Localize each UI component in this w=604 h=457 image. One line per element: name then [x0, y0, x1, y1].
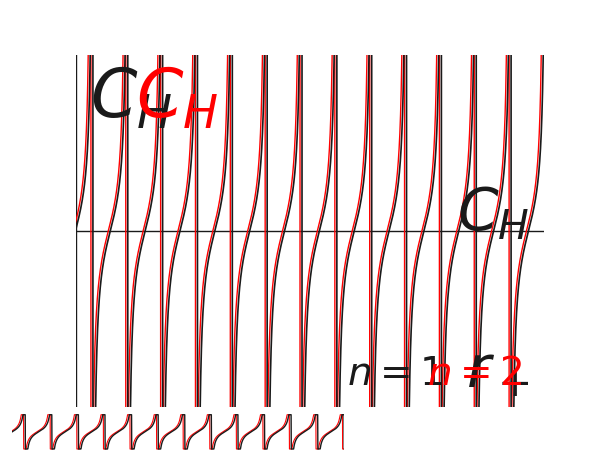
Text: $n=2$: $n=2$ — [426, 355, 522, 393]
Text: $C_H$: $C_H$ — [457, 185, 530, 242]
Text: $C_H$: $C_H$ — [89, 65, 172, 132]
Text: $C_H$: $C_H$ — [137, 65, 219, 132]
Text: $r_+$: $r_+$ — [466, 343, 530, 400]
Text: $n=1$: $n=1$ — [347, 355, 443, 393]
